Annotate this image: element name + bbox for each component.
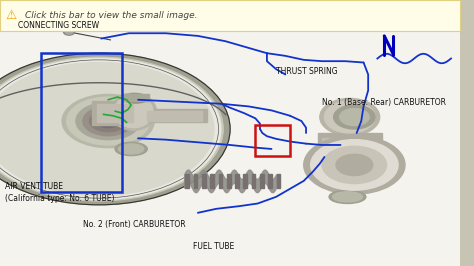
Circle shape (90, 110, 127, 132)
Bar (318, 133, 382, 181)
Bar (219, 174, 222, 188)
Bar (255, 125, 290, 156)
Bar (235, 174, 239, 188)
Text: Click this bar to view the small image.: Click this bar to view the small image. (25, 11, 198, 20)
Circle shape (0, 59, 221, 200)
Circle shape (0, 57, 223, 201)
Text: No. 1 (Base: Rear) CARBURETOR: No. 1 (Base: Rear) CARBURETOR (322, 98, 446, 107)
Circle shape (64, 29, 74, 35)
Circle shape (21, 84, 177, 174)
Text: ⚠: ⚠ (6, 9, 17, 22)
Bar (268, 174, 272, 188)
Ellipse shape (118, 144, 144, 154)
Bar (123, 94, 149, 101)
Ellipse shape (329, 190, 366, 203)
Bar (322, 138, 373, 178)
Circle shape (7, 76, 191, 182)
Bar (147, 111, 202, 121)
Text: (California type: No. 6 TUBE): (California type: No. 6 TUBE) (5, 194, 114, 203)
Circle shape (340, 109, 369, 126)
Circle shape (304, 136, 405, 194)
Ellipse shape (332, 192, 363, 202)
Circle shape (0, 63, 214, 196)
Bar (185, 174, 189, 188)
Bar (244, 174, 247, 188)
Bar (210, 174, 214, 188)
Text: THRUST SPRING: THRUST SPRING (276, 67, 338, 76)
Bar (277, 174, 280, 188)
Ellipse shape (110, 93, 156, 130)
Ellipse shape (320, 98, 380, 136)
Ellipse shape (114, 96, 153, 128)
Bar (202, 174, 206, 188)
Circle shape (76, 102, 140, 140)
Bar (0, 31, 460, 266)
Circle shape (334, 105, 375, 129)
Ellipse shape (115, 142, 147, 156)
Bar (260, 174, 264, 188)
Bar (97, 104, 134, 122)
Bar (41, 53, 122, 192)
Circle shape (65, 30, 73, 34)
Circle shape (310, 140, 398, 190)
Bar (252, 174, 255, 188)
Circle shape (83, 106, 134, 136)
Text: AIR VENT TUBE: AIR VENT TUBE (5, 182, 63, 191)
Circle shape (336, 154, 373, 176)
Circle shape (0, 68, 205, 190)
Bar (92, 101, 138, 125)
Circle shape (0, 53, 230, 205)
Circle shape (62, 94, 154, 148)
Circle shape (67, 97, 150, 145)
Text: CONNECTING SCREW: CONNECTING SCREW (18, 21, 100, 30)
Bar (227, 174, 230, 188)
Circle shape (0, 61, 216, 197)
Circle shape (322, 146, 387, 184)
Ellipse shape (123, 94, 148, 103)
Text: No. 2 (Front) CARBURETOR: No. 2 (Front) CARBURETOR (83, 220, 185, 229)
Bar (194, 174, 198, 188)
Text: FUEL TUBE: FUEL TUBE (193, 242, 235, 251)
Ellipse shape (324, 101, 375, 133)
Bar (0, 0, 460, 31)
Bar (143, 109, 207, 122)
Circle shape (97, 114, 119, 128)
